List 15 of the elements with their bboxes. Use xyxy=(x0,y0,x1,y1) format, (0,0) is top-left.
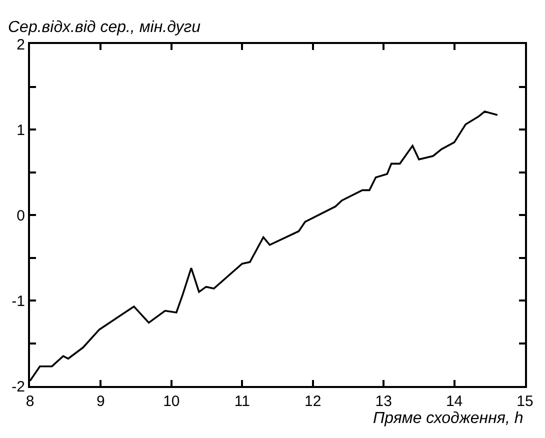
y-tick-label: -2 xyxy=(12,378,25,396)
y-axis-title: Сер.відх.від сер., мін.дуги xyxy=(8,19,201,36)
y-tick-label: -1 xyxy=(12,292,25,310)
x-tick-label: 11 xyxy=(234,393,250,410)
y-tick-label: 1 xyxy=(16,122,25,139)
x-tick-label: 14 xyxy=(446,393,463,410)
x-tick-label: 13 xyxy=(375,393,392,410)
x-tick-label: 9 xyxy=(96,393,105,410)
x-tick-label: 8 xyxy=(26,393,34,410)
x-tick-label: 15 xyxy=(516,393,534,410)
x-tick-label: 12 xyxy=(304,393,322,410)
y-tick-label: 2 xyxy=(16,36,25,54)
x-axis-title: Пряме сходження, h xyxy=(373,410,524,427)
x-tick-label: 10 xyxy=(163,393,180,410)
y-tick-label: 0 xyxy=(16,207,25,224)
